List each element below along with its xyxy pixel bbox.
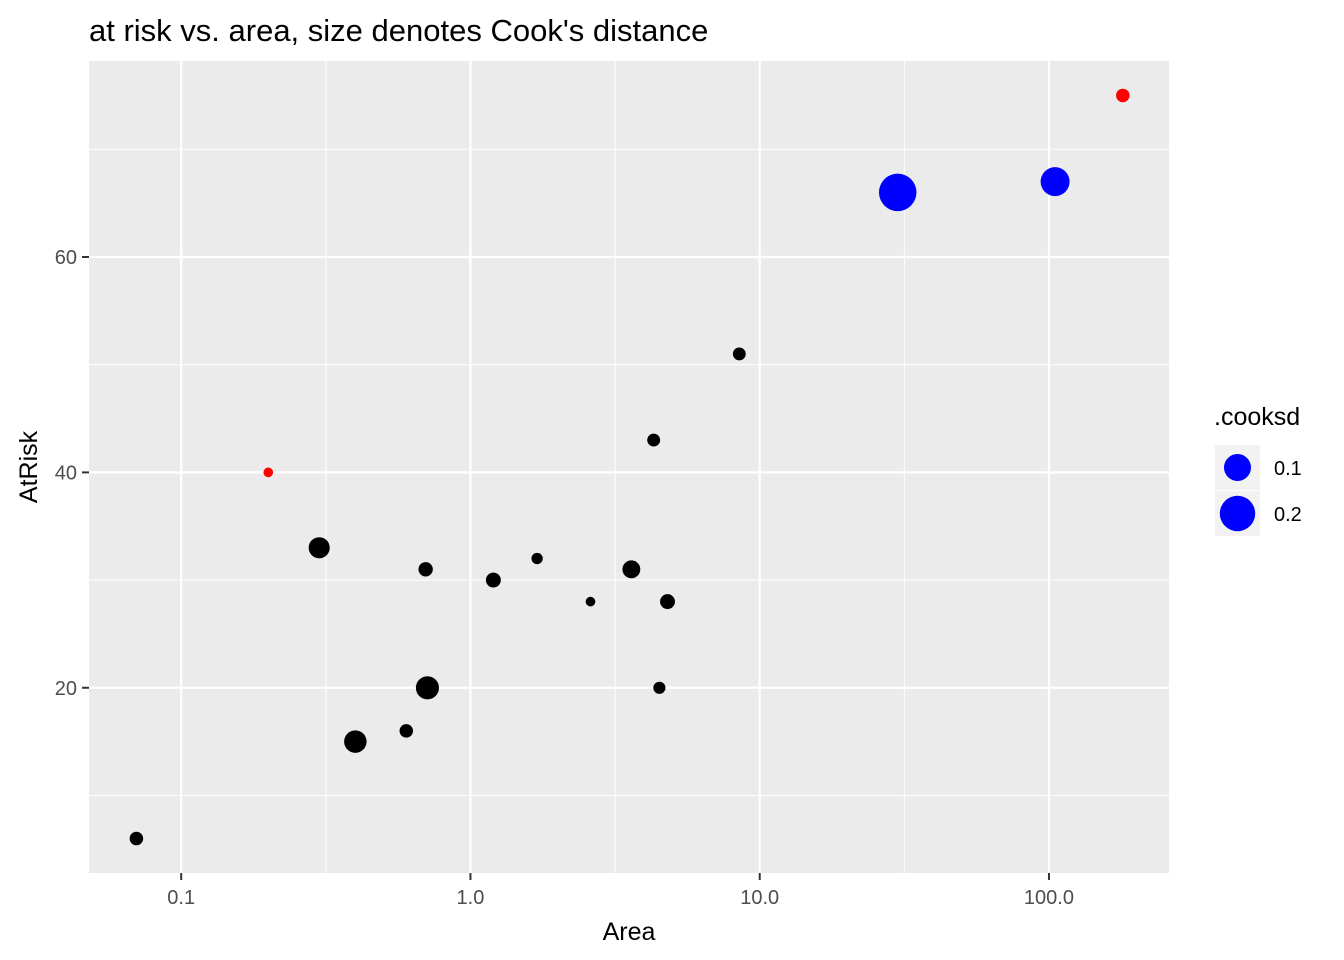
x-axis: 0.1 1.0 10.0 100.0 <box>167 873 1074 909</box>
x-axis-title: Area <box>603 918 656 946</box>
y-tick-label: 60 <box>55 247 77 269</box>
y-tick-label: 20 <box>55 678 77 700</box>
plot-panel <box>89 61 1169 873</box>
x-tick-label: 0.1 <box>167 887 195 909</box>
legend-title: .cooksd <box>1214 403 1300 431</box>
chart-title: at risk vs. area, size denotes Cook's di… <box>89 13 708 48</box>
data-point <box>308 537 330 559</box>
data-point <box>732 347 746 361</box>
data-point <box>418 562 433 577</box>
data-points <box>129 88 1130 846</box>
x-tick-label: 100.0 <box>1024 887 1074 909</box>
legend-symbol <box>1219 495 1256 532</box>
data-point <box>660 594 675 610</box>
legend-symbol <box>1223 453 1252 482</box>
data-point <box>653 681 666 694</box>
x-tick-label: 10.0 <box>740 887 779 909</box>
x-tick-label: 1.0 <box>457 887 485 909</box>
data-point <box>344 730 367 753</box>
data-point <box>1116 88 1130 103</box>
legend: .cooksd 0.1 0.2 <box>1214 403 1302 536</box>
y-axis: 20 40 60 <box>55 247 89 700</box>
y-axis-title: AtRisk <box>15 430 43 503</box>
data-point <box>647 433 661 447</box>
data-point <box>485 572 501 588</box>
data-point <box>585 596 596 607</box>
data-point <box>878 173 917 212</box>
grid-major <box>89 61 1169 873</box>
data-point <box>1040 167 1070 197</box>
data-point <box>263 467 274 478</box>
data-point <box>622 560 641 579</box>
legend-label: 0.1 <box>1274 458 1302 480</box>
data-point <box>399 724 414 738</box>
y-tick-label: 40 <box>55 462 77 484</box>
legend-label: 0.2 <box>1274 504 1302 526</box>
data-point <box>129 831 144 846</box>
data-point <box>415 676 439 700</box>
data-point <box>531 552 543 565</box>
